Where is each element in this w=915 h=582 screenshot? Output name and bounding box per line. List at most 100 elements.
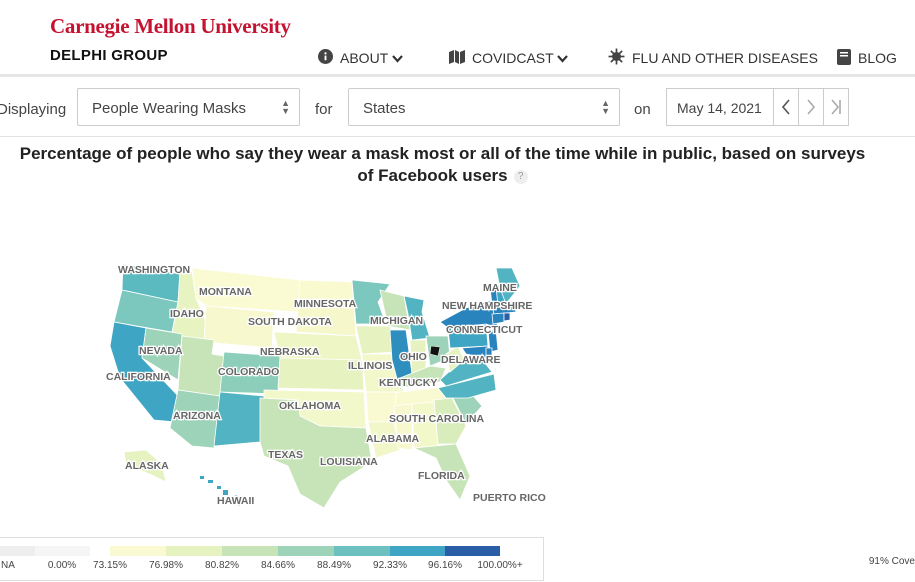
label-alaska: ALASKA (125, 460, 169, 472)
state-hawaii[interactable] (200, 476, 242, 506)
state-rhode-island[interactable] (503, 312, 511, 322)
cmu-logo[interactable]: Carnegie Mellon University (50, 14, 291, 38)
label-nebraska: NEBRASKA (260, 346, 320, 358)
skip-to-end-icon (831, 99, 841, 115)
region-select-value: States (363, 100, 406, 117)
state-kentucky[interactable] (399, 365, 447, 389)
previous-date-button[interactable] (774, 88, 799, 126)
label-south-carolina: SOUTH CAROLINA (389, 413, 484, 425)
state-massachusetts[interactable] (491, 303, 517, 315)
label-minnesota: MINNESOTA (294, 298, 357, 310)
site-header: Carnegie Mellon University DELPHI GROUP … (0, 0, 915, 78)
state-mississippi[interactable] (393, 403, 413, 451)
state-alaska[interactable] (123, 449, 167, 483)
legend-swatch-5 (334, 546, 390, 556)
next-date-button[interactable] (799, 88, 824, 126)
region-select[interactable]: States ▲ ▼ (348, 88, 620, 126)
state-nevada[interactable] (141, 327, 183, 381)
label-puerto-rico: PUERTO RICO (473, 492, 546, 504)
legend-tick: 76.98% (149, 560, 183, 571)
signal-select[interactable]: People Wearing Masks ▲ ▼ (77, 88, 300, 126)
state-montana[interactable] (191, 267, 301, 313)
select-arrows-icon: ▲ ▼ (601, 98, 610, 116)
nav-blog-label: BLOG (858, 50, 897, 66)
legend-tick: 73.15% (93, 560, 127, 571)
displaying-label: Displaying (0, 101, 67, 118)
label-kentucky: KENTUCKY (379, 377, 437, 389)
label-colorado: COLORADO (218, 366, 279, 378)
chevron-down-icon (392, 50, 404, 66)
latest-date-button[interactable] (824, 88, 849, 126)
legend-swatch-7 (445, 546, 500, 556)
label-idaho: IDAHO (170, 308, 204, 320)
label-maine: MAINE (483, 282, 517, 294)
legend-tick: NA (1, 560, 15, 571)
legend-tick: 84.66% (261, 560, 295, 571)
label-nevada: NEVADA (139, 345, 183, 357)
map-title-text: Percentage of people who say they wear a… (19, 144, 866, 185)
legend-swatch-na (0, 546, 35, 556)
coverage-text: 91% Cove (868, 556, 915, 567)
controls-bar: Displaying People Wearing Masks ▲ ▼ for S… (0, 78, 915, 137)
info-circle-icon (318, 49, 333, 67)
state-wisconsin[interactable] (379, 289, 411, 331)
label-alabama: ALABAMA (366, 433, 419, 445)
state-wyoming[interactable] (203, 305, 275, 349)
nav-covidcast-label: COVIDCAST (472, 50, 554, 66)
help-icon[interactable]: ? (513, 169, 528, 184)
nav-blog[interactable]: BLOG (837, 47, 897, 69)
legend-tick: 92.33% (373, 560, 407, 571)
legend-swatch-3 (222, 546, 278, 556)
nav-flu-label: FLU AND OTHER DISEASES (632, 50, 818, 66)
label-connecticut: CONNECTICUT (446, 324, 523, 336)
state-new-jersey[interactable] (487, 329, 499, 353)
label-louisiana: LOUISIANA (320, 456, 378, 468)
label-oklahoma: OKLAHOMA (279, 400, 341, 412)
legend-tick: 88.49% (317, 560, 351, 571)
map-title: Percentage of people who say they wear a… (0, 143, 885, 187)
nav-about-label: ABOUT (340, 50, 389, 66)
state-new-york[interactable] (439, 299, 499, 329)
state-florida[interactable] (412, 443, 471, 501)
state-district-of-columbia[interactable] (429, 345, 441, 357)
nav-covidcast[interactable]: COVIDCAST (449, 47, 568, 69)
book-icon (837, 48, 851, 68)
label-delaware: DELAWARE (441, 354, 501, 366)
chevron-down-icon (556, 50, 568, 66)
label-montana: MONTANA (199, 286, 252, 298)
state-maine[interactable] (495, 267, 521, 305)
label-washington: WASHINGTON (118, 264, 190, 276)
state-delaware[interactable] (485, 347, 493, 361)
label-south-dakota: SOUTH DAKOTA (248, 316, 332, 328)
legend-tick: 100.00%+ (477, 560, 523, 571)
us-choropleth-map[interactable]: WASHINGTON MONTANA IDAHO MINNESOTA SOUTH… (100, 250, 560, 515)
chevron-left-icon (781, 99, 790, 115)
signal-select-value: People Wearing Masks (92, 100, 246, 117)
header-divider (0, 74, 915, 77)
date-input[interactable]: May 14, 2021 (666, 88, 774, 126)
label-florida: FLORIDA (418, 470, 465, 482)
virus-icon (608, 48, 625, 68)
color-legend: NA 0.00% 73.15% 76.98% 80.82% 84.66% 88.… (0, 537, 544, 581)
label-michigan: MICHIGAN (370, 315, 423, 327)
state-west-virginia[interactable] (445, 345, 465, 373)
label-ohio: OHIO (400, 351, 427, 363)
state-connecticut[interactable] (491, 312, 505, 325)
nav-about[interactable]: ABOUT (318, 47, 404, 69)
state-kansas[interactable] (277, 357, 365, 391)
nav-flu-and-other-diseases[interactable]: FLU AND OTHER DISEASES (608, 47, 818, 69)
label-arizona: ARIZONA (173, 410, 221, 422)
state-arizona[interactable] (169, 389, 221, 449)
select-arrows-icon: ▲ ▼ (281, 98, 290, 116)
chevron-right-icon (807, 99, 816, 115)
delphi-group-title[interactable]: DELPHI GROUP (50, 47, 168, 64)
state-north-carolina[interactable] (437, 373, 497, 399)
legend-tick: 0.00% (47, 560, 77, 571)
state-louisiana[interactable] (367, 421, 401, 459)
date-value: May 14, 2021 (677, 100, 762, 116)
state-new-mexico[interactable] (213, 391, 265, 447)
legend-swatch-2 (166, 546, 222, 556)
state-texas[interactable] (259, 397, 373, 509)
legend-swatch-zero (35, 546, 90, 556)
legend-swatch-6 (390, 546, 445, 556)
